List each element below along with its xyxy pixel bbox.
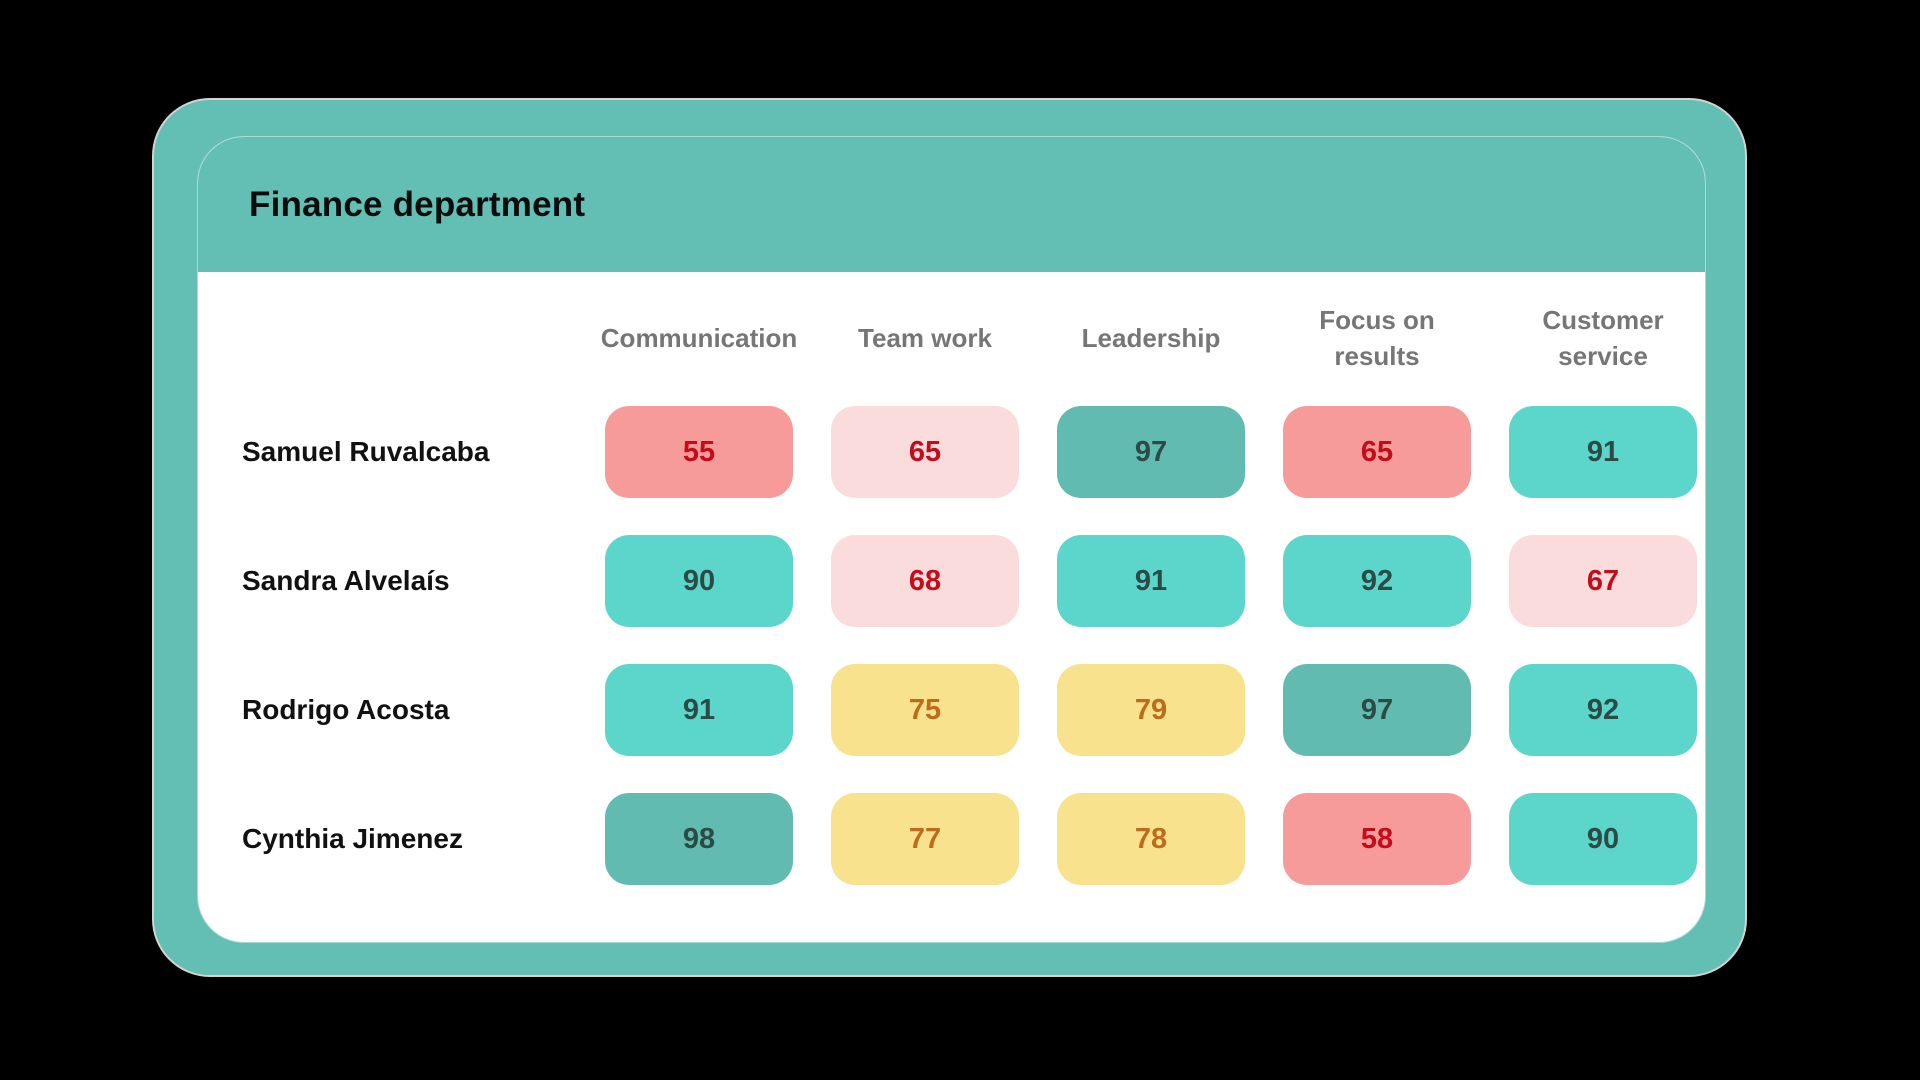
score-cell: 92 (1509, 664, 1697, 756)
column-header: Customer service (1542, 305, 1664, 371)
score-cell: 90 (605, 535, 793, 627)
score-cell: 90 (1509, 793, 1697, 885)
card-header: Finance department (198, 137, 1705, 272)
dashboard-card: Finance department Communication Team wor… (198, 137, 1705, 942)
column-header: Communication (600, 323, 798, 354)
card-body: Communication Team work Leadership Focus on… (198, 272, 1705, 922)
score-cell: 67 (1509, 535, 1697, 627)
score-cell: 97 (1057, 406, 1245, 498)
score-cell: 91 (605, 664, 793, 756)
score-cell: 75 (831, 664, 1019, 756)
row-name: Rodrigo Acosta (242, 694, 450, 725)
score-cell: 65 (1283, 406, 1471, 498)
dashboard-card-frame: Finance department Communication Team wor… (152, 98, 1747, 977)
score-cell: 91 (1509, 406, 1697, 498)
score-cell: 91 (1057, 535, 1245, 627)
row-name: Samuel Ruvalcaba (242, 436, 490, 467)
row-name: Cynthia Jimenez (242, 823, 463, 854)
score-cell: 77 (831, 793, 1019, 885)
column-header: Team work (858, 323, 992, 354)
score-cell: 79 (1057, 664, 1245, 756)
score-cell: 65 (831, 406, 1019, 498)
page-title: Finance department (249, 184, 586, 224)
row-name: Sandra Alvelaís (242, 565, 450, 596)
score-cell: 78 (1057, 793, 1245, 885)
score-cell: 92 (1283, 535, 1471, 627)
table-corner-spacer (242, 272, 567, 406)
score-cell: 58 (1283, 793, 1471, 885)
score-cell: 68 (831, 535, 1019, 627)
column-header: Leadership (1081, 323, 1221, 354)
column-header: Focus on results (1319, 305, 1435, 371)
score-cell: 98 (605, 793, 793, 885)
score-cell: 97 (1283, 664, 1471, 756)
score-cell: 55 (605, 406, 793, 498)
score-table: Communication Team work Leadership Focus on… (242, 272, 1697, 922)
